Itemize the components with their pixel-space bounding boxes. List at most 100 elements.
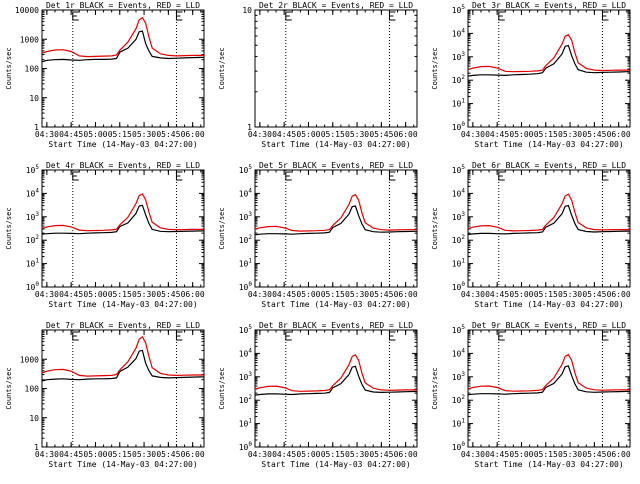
x-tick-label: 05:45 bbox=[582, 290, 606, 299]
y-tick-label: 101 bbox=[239, 258, 253, 269]
x-tick-label: 05:15 bbox=[321, 450, 345, 459]
chart-panel-1: Det 1r BLACK = Events, RED = LLD 1 10 100 10… bbox=[5, 1, 205, 149]
series-line-events bbox=[254, 365, 417, 396]
plot-frame bbox=[41, 329, 205, 448]
marker-bracket bbox=[175, 171, 183, 181]
y-tick-label: 101 bbox=[452, 258, 466, 269]
x-axis-label: Start Time (14-May-03 04:27:00) bbox=[474, 460, 623, 469]
y-tick-label: 100 bbox=[26, 281, 40, 292]
y-tick-label: 105 bbox=[452, 4, 466, 15]
x-tick-label: 05:30 bbox=[558, 290, 582, 299]
y-tick-label: 10 bbox=[29, 414, 39, 423]
x-tick-label: 05:15 bbox=[534, 290, 558, 299]
series-line-lld bbox=[254, 193, 417, 232]
chart-title: Det 4r BLACK = Events, RED = LLD bbox=[46, 161, 200, 170]
marker-bracket bbox=[601, 11, 609, 21]
chart-title: Det 3r BLACK = Events, RED = LLD bbox=[472, 1, 626, 10]
x-tick-label: 04:30 bbox=[248, 290, 272, 299]
y-tick-label: 105 bbox=[452, 324, 466, 335]
y-tick-label: 10 bbox=[29, 94, 39, 103]
y-tick-label: 104 bbox=[452, 347, 466, 358]
chart-title: Det 8r BLACK = Events, RED = LLD bbox=[259, 321, 413, 330]
x-tick-label: 05:30 bbox=[345, 290, 369, 299]
marker-bracket bbox=[601, 171, 609, 181]
x-tick-label: 05:00 bbox=[509, 130, 533, 139]
marker-bracket bbox=[72, 11, 79, 21]
chart-title: Det 6r BLACK = Events, RED = LLD bbox=[472, 161, 626, 170]
y-tick-label: 10 bbox=[242, 6, 252, 15]
x-axis-label: Start Time (14-May-03 04:27:00) bbox=[261, 300, 410, 309]
marker-bracket bbox=[72, 171, 79, 181]
x-tick-label: 04:30 bbox=[248, 130, 272, 139]
marker-bracket bbox=[601, 331, 609, 341]
y-tick-label: 1000 bbox=[20, 35, 39, 44]
series-line-lld bbox=[41, 16, 204, 58]
y-axis-label: Counts/sec bbox=[431, 47, 439, 89]
y-tick-label: 105 bbox=[239, 324, 253, 335]
x-tick-label: 04:30 bbox=[35, 130, 59, 139]
chart-panel-3: Det 3r BLACK = Events, RED = LLD 100 101 10… bbox=[431, 1, 631, 149]
chart-panel-6: Det 6r BLACK = Events, RED = LLD 100 101 10… bbox=[431, 161, 631, 309]
y-tick-label: 101 bbox=[239, 418, 253, 429]
y-tick-label: 102 bbox=[452, 394, 466, 405]
x-tick-label: 05:15 bbox=[108, 130, 132, 139]
x-tick-label: 05:30 bbox=[132, 130, 156, 139]
x-axis-label: Start Time (14-May-03 04:27:00) bbox=[261, 140, 410, 149]
x-axis-label: Start Time (14-May-03 04:27:00) bbox=[261, 460, 410, 469]
y-tick-label: 101 bbox=[26, 258, 40, 269]
y-tick-label: 100 bbox=[452, 441, 466, 452]
x-axis-label: Start Time (14-May-03 04:27:00) bbox=[48, 140, 197, 149]
y-axis-label: Counts/sec bbox=[431, 207, 439, 249]
x-tick-label: 05:45 bbox=[369, 130, 393, 139]
y-tick-label: 103 bbox=[452, 371, 466, 382]
y-tick-label: 103 bbox=[239, 211, 253, 222]
x-tick-label: 05:15 bbox=[108, 290, 132, 299]
y-tick-label: 1 bbox=[247, 123, 252, 132]
x-tick-label: 05:15 bbox=[534, 130, 558, 139]
y-tick-label: 103 bbox=[452, 51, 466, 62]
chart-title: Det 2r BLACK = Events, RED = LLD bbox=[259, 1, 413, 10]
marker-bracket bbox=[175, 331, 183, 341]
x-tick-label: 05:45 bbox=[369, 290, 393, 299]
plot-frame bbox=[254, 9, 418, 128]
y-tick-label: 10000 bbox=[15, 6, 39, 15]
x-tick-label: 05:30 bbox=[345, 130, 369, 139]
y-axis-label: Counts/sec bbox=[218, 207, 226, 249]
x-tick-label: 05:30 bbox=[132, 450, 156, 459]
marker-bracket bbox=[498, 171, 505, 181]
x-tick-label: 06:00 bbox=[607, 290, 631, 299]
series-line-lld bbox=[467, 353, 630, 392]
x-tick-label: 04:45 bbox=[272, 450, 296, 459]
plot-frame bbox=[467, 329, 631, 448]
y-tick-label: 101 bbox=[452, 418, 466, 429]
chart-title: Det 7r BLACK = Events, RED = LLD bbox=[46, 321, 200, 330]
y-axis-label: Counts/sec bbox=[218, 47, 226, 89]
chart-panel-9: Det 9r BLACK = Events, RED = LLD 100 101 10… bbox=[431, 321, 631, 469]
chart-panel-2: Det 2r BLACK = Events, RED = LLD 1 10 04:30… bbox=[218, 1, 418, 149]
chart-panel-4: Det 4r BLACK = Events, RED = LLD 100 101 10… bbox=[5, 161, 205, 309]
y-tick-label: 102 bbox=[26, 234, 40, 245]
y-tick-label: 1000 bbox=[20, 355, 39, 364]
x-tick-label: 06:00 bbox=[394, 450, 418, 459]
x-tick-label: 04:30 bbox=[461, 290, 485, 299]
y-tick-label: 103 bbox=[26, 211, 40, 222]
y-tick-label: 105 bbox=[239, 164, 253, 175]
series-line-events bbox=[41, 30, 204, 63]
plot-frame bbox=[254, 169, 418, 288]
x-tick-label: 05:45 bbox=[156, 130, 180, 139]
x-tick-label: 05:00 bbox=[83, 450, 107, 459]
y-axis-label: Counts/sec bbox=[5, 207, 13, 249]
x-tick-label: 05:30 bbox=[132, 290, 156, 299]
chart-panel-5: Det 5r BLACK = Events, RED = LLD 100 101 10… bbox=[218, 161, 418, 309]
y-tick-label: 1 bbox=[34, 443, 39, 452]
marker-bracket bbox=[285, 331, 292, 341]
series-line-events bbox=[254, 205, 417, 236]
chart-title: Det 5r BLACK = Events, RED = LLD bbox=[259, 161, 413, 170]
chart-title: Det 1r BLACK = Events, RED = LLD bbox=[46, 1, 200, 10]
series-line-lld bbox=[467, 33, 630, 73]
y-axis-label: Counts/sec bbox=[431, 367, 439, 409]
y-axis-label: Counts/sec bbox=[218, 367, 226, 409]
x-tick-label: 04:45 bbox=[59, 450, 83, 459]
x-tick-label: 05:15 bbox=[321, 290, 345, 299]
series-line-lld bbox=[41, 336, 204, 377]
